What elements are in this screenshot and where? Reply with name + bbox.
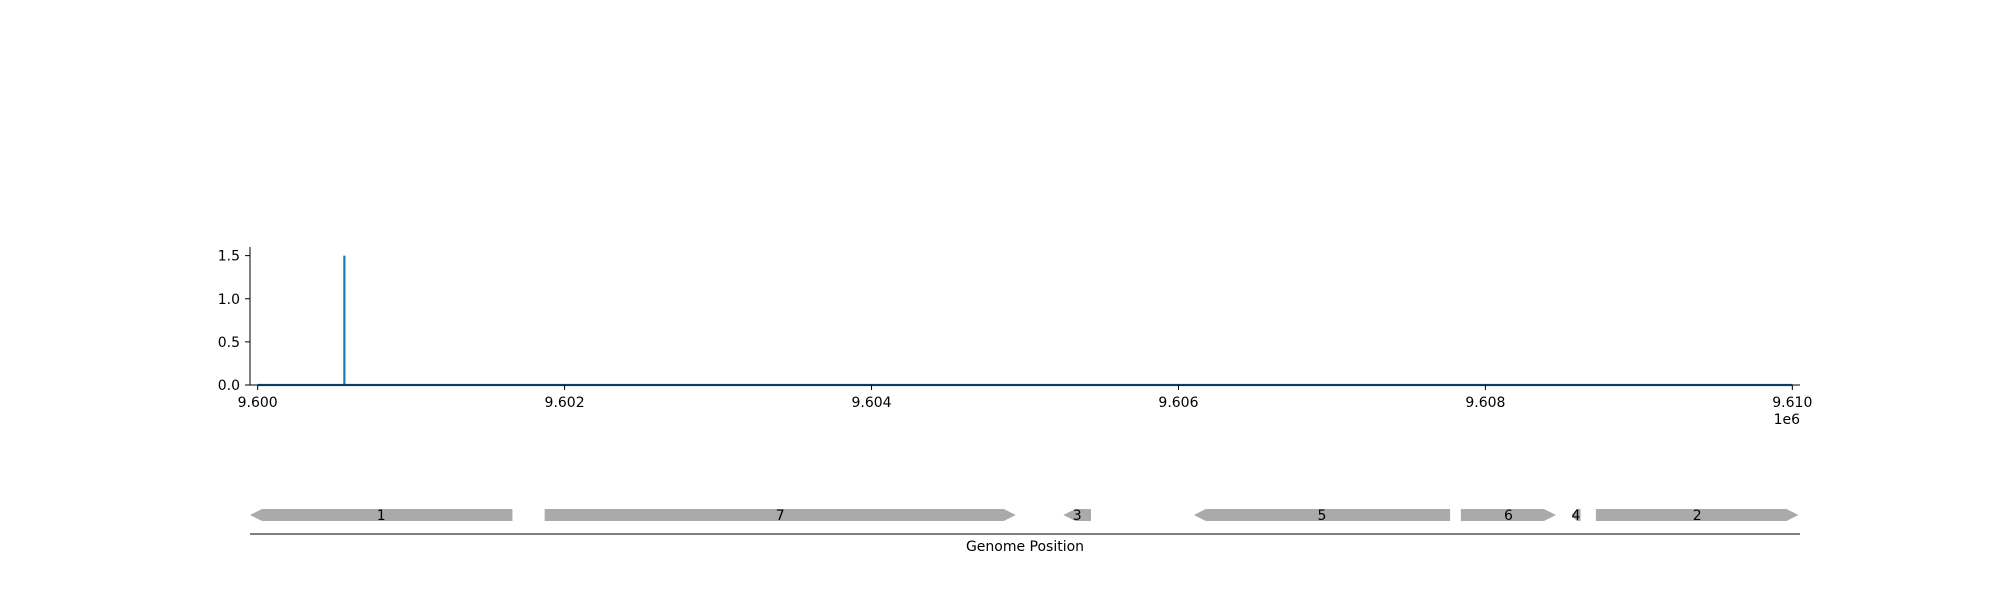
gene-label-1: 1: [377, 508, 386, 524]
gene-arrow-2: [1595, 509, 1799, 521]
y-tick-label: 0.0: [218, 378, 240, 394]
gene-label-6: 6: [1504, 508, 1513, 524]
x-tick-label: 9.606: [1158, 395, 1198, 411]
gene-map-xlabel: Genome Position: [966, 539, 1084, 555]
x-tick-label: 9.602: [545, 395, 585, 411]
gene-label-5: 5: [1317, 508, 1326, 524]
x-tick-label: 9.600: [238, 395, 278, 411]
gene-label-3: 3: [1073, 508, 1082, 524]
gene-arrow-6: [1460, 509, 1556, 521]
gene-map: 1 7 3 5 6 4 2 Genome Position: [250, 508, 1800, 555]
y-ticks: 0.0 0.5 1.0 1.5: [218, 249, 250, 394]
gene-arrow-1: [250, 509, 513, 521]
coverage-series: [257, 255, 1793, 387]
y-tick-label: 1.5: [218, 249, 240, 265]
gene-arrow-5: [1193, 509, 1451, 521]
y-tick-label: 1.0: [218, 292, 240, 308]
coverage-line-0: [257, 255, 1793, 387]
coverage-plot: 9.600 9.602 9.604 9.606 9.608 9.610 0.0 0.5 1.0…: [218, 247, 1812, 428]
gene-arrow-4: [1571, 509, 1581, 521]
gene-arrows: 1 7 3 5 6 4 2: [250, 508, 1799, 524]
x-ticks: 9.600 9.602 9.604 9.606 9.608 9.610: [238, 385, 1812, 411]
x-tick-label: 9.610: [1772, 395, 1812, 411]
y-tick-label: 0.5: [218, 335, 240, 351]
gene-label-2: 2: [1693, 508, 1702, 524]
gene-arrow-3: [1063, 509, 1091, 521]
gene-label-4: 4: [1571, 508, 1580, 524]
x-offset-label: 1e6: [1774, 412, 1801, 428]
gene-arrow-7: [544, 509, 1016, 521]
x-tick-label: 9.608: [1465, 395, 1505, 411]
x-tick-label: 9.604: [851, 395, 891, 411]
gene-label-7: 7: [776, 508, 785, 524]
